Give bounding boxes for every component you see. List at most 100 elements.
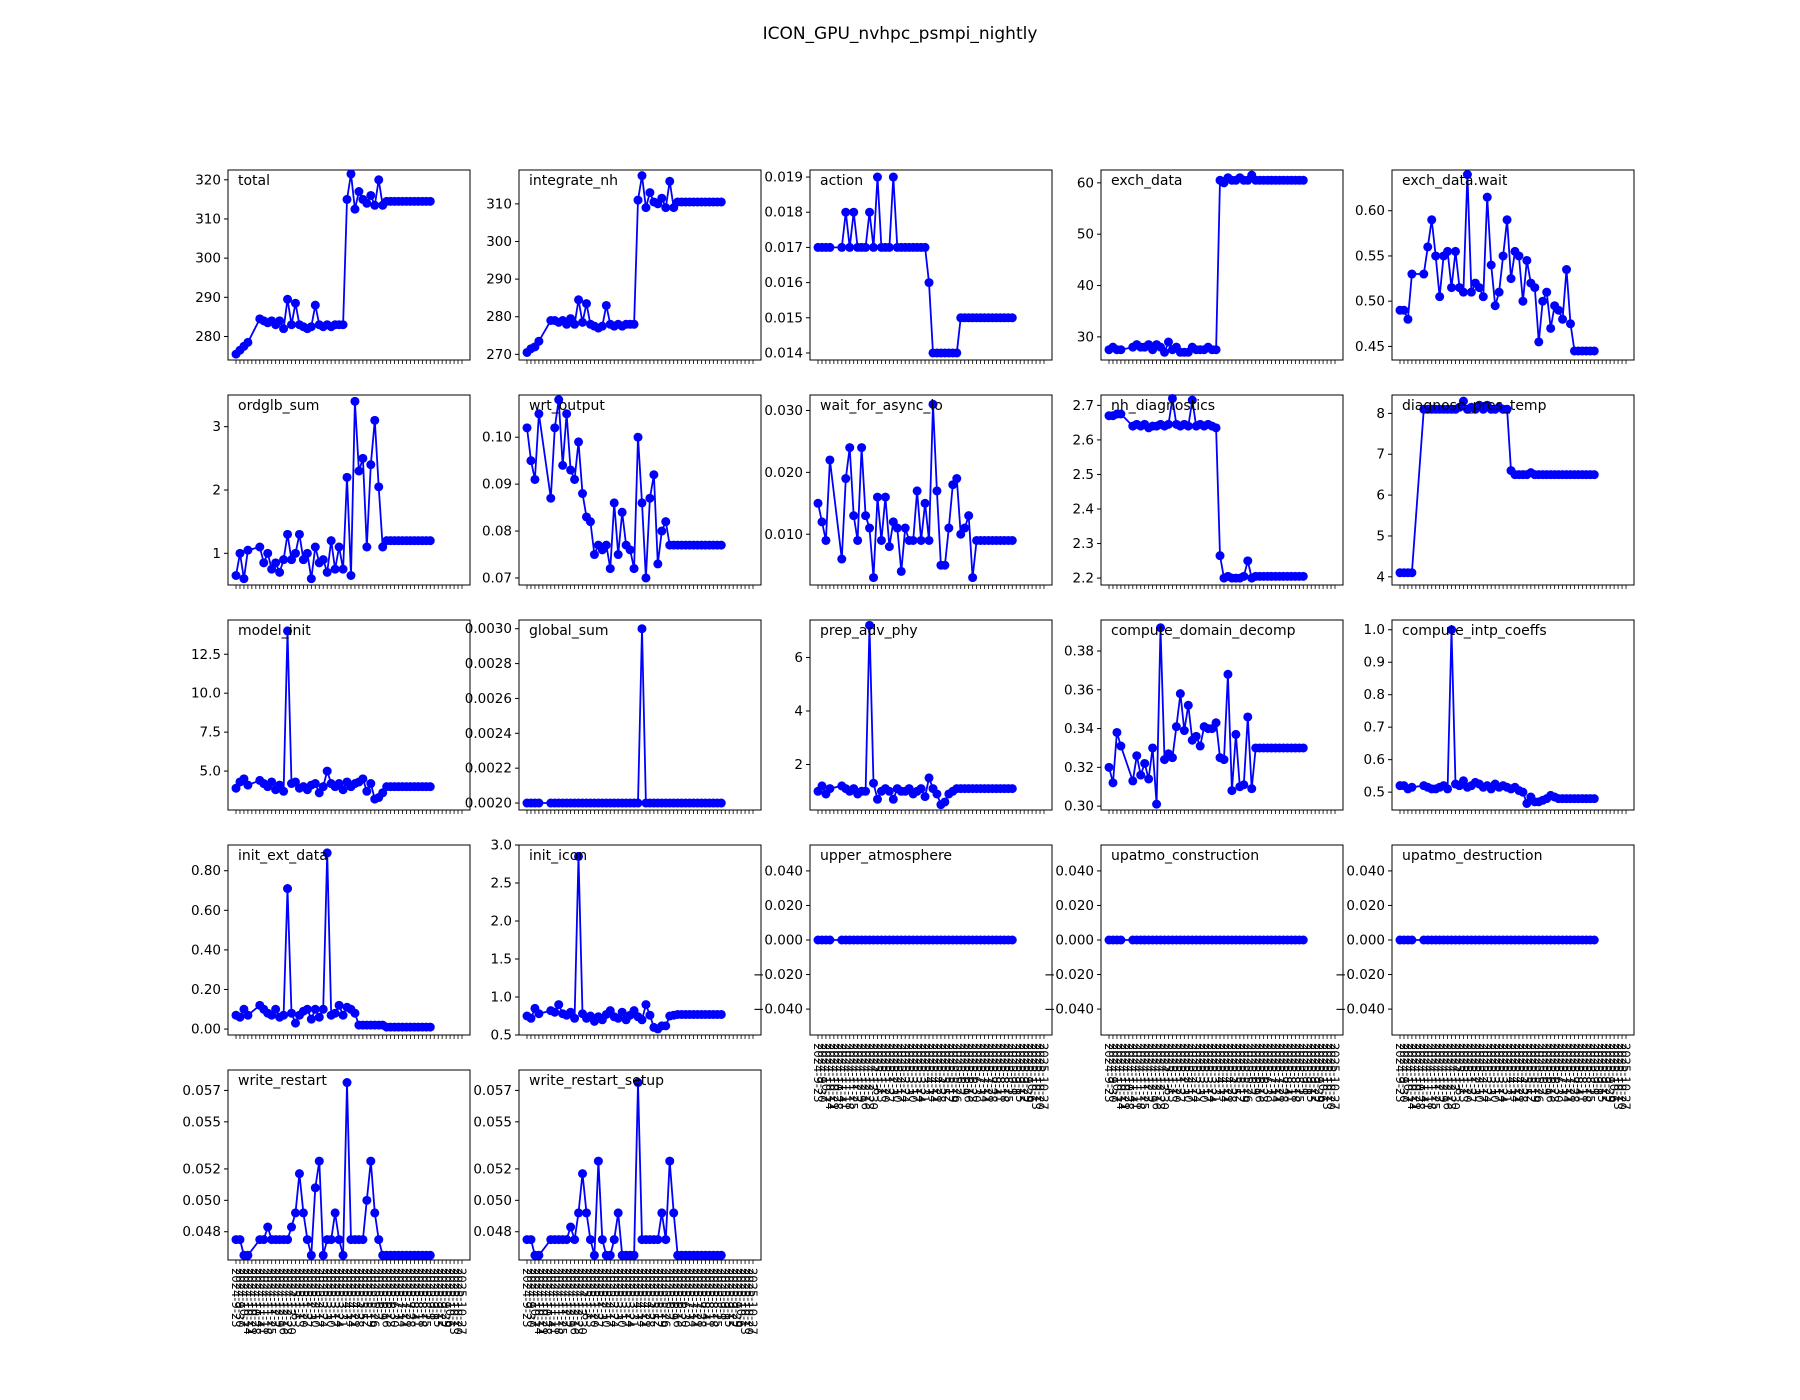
- y-tick-label: −0.020: [1335, 967, 1385, 983]
- data-point: [716, 197, 726, 207]
- x-tick-label: 2025-8-25: [1001, 1043, 1015, 1103]
- data-point: [554, 1000, 564, 1010]
- data-point: [283, 626, 293, 636]
- x-tick-label: 2025-1-20: [296, 1268, 310, 1328]
- y-tick-label: 4: [794, 703, 803, 719]
- x-tick-label: 2025-2-3: [1468, 1043, 1482, 1095]
- x-tick-label: 2025-1-20: [1460, 1043, 1474, 1103]
- x-tick-label: 2025-3-10: [615, 1268, 629, 1328]
- data-point: [334, 1235, 344, 1245]
- data-point: [884, 786, 894, 796]
- data-point: [581, 299, 591, 309]
- x-tick-label: 2025-2-24: [316, 1268, 330, 1328]
- data-point: [1506, 274, 1516, 284]
- data-point: [287, 1008, 297, 1018]
- x-tick-label: 2025-3-24: [1496, 1043, 1510, 1103]
- data-point: [1538, 296, 1548, 306]
- x-tick-label: 2024-10-28: [540, 1268, 554, 1335]
- data-point: [657, 1208, 667, 1218]
- data-point: [302, 1235, 312, 1245]
- data-point: [1407, 568, 1417, 578]
- data-point: [1482, 192, 1492, 202]
- data-point: [366, 1156, 376, 1166]
- subplot-action: 0.014 0.015 0.016 0.017 0.018 0.019 action: [764, 169, 1053, 364]
- x-tick-label: 2024-11-25: [847, 1043, 861, 1110]
- data-point: [235, 1235, 245, 1245]
- subplot-upatmo-construction: −0.040−0.0200.0000.0200.0402024-9-232024…: [1044, 844, 1344, 1110]
- subplot-title: prep_adv_phy: [820, 623, 918, 639]
- y-tick-label: 2.7: [1073, 398, 1094, 414]
- data-point: [952, 348, 962, 358]
- data-point: [1486, 260, 1496, 270]
- data-point: [283, 529, 293, 539]
- y-tick-label: 5: [1376, 528, 1385, 544]
- y-tick-label: 2.3: [1073, 536, 1094, 552]
- data-point: [255, 542, 265, 552]
- data-point: [330, 1208, 340, 1218]
- x-tick-label: 2025-6-23: [384, 1268, 398, 1328]
- data-point: [330, 1008, 340, 1018]
- y-tick-label: 6: [794, 650, 803, 666]
- x-tick-label: 2025-4-28: [643, 1268, 657, 1328]
- data-point: [637, 1015, 647, 1025]
- data-point: [578, 1169, 588, 1179]
- x-tick-label: 2024-12-23: [281, 1268, 295, 1335]
- data-point: [1458, 396, 1468, 406]
- data-point: [872, 492, 882, 502]
- data-point: [322, 848, 332, 858]
- subplot-write-restart-setup: 0.048 0.050 0.052 0.055 0.057 2024-9-232024-9…: [473, 1069, 762, 1335]
- x-tick-label: 2025-8-25: [419, 1268, 433, 1328]
- x-tick-label: 2025-10-6: [443, 1268, 457, 1328]
- data-point: [1589, 470, 1599, 480]
- x-tick-label: 2025-9-1: [1587, 1043, 1601, 1095]
- data-point: [425, 782, 435, 792]
- x-tick-label: 2024-12-30: [576, 1268, 590, 1335]
- data-point: [534, 336, 544, 346]
- y-tick-label: 60: [1077, 175, 1094, 191]
- y-tick-label: 2.5: [491, 876, 512, 892]
- data-point: [928, 399, 938, 409]
- data-point: [1219, 755, 1229, 765]
- data-point: [645, 493, 655, 503]
- y-tick-label: 7.5: [200, 725, 221, 741]
- subplot-title: exch_data: [1111, 173, 1183, 189]
- data-point: [1183, 421, 1193, 431]
- x-tick-label: 2025-8-25: [1583, 1043, 1597, 1103]
- data-point: [306, 322, 316, 332]
- data-point: [952, 474, 962, 484]
- x-tick-label: 2025-3-24: [914, 1043, 928, 1103]
- subplot-title: nh_diagnostics: [1111, 398, 1215, 414]
- data-point: [1542, 287, 1552, 297]
- data-point: [1443, 246, 1453, 256]
- subplot-title: global_sum: [529, 623, 609, 639]
- data-point: [601, 300, 611, 310]
- x-tick-label: 2024-12-2: [269, 1268, 283, 1328]
- y-tick-label: 0.08: [482, 524, 512, 540]
- data-point: [263, 1222, 273, 1232]
- x-tick-label: 2025-1-27: [882, 1043, 896, 1103]
- x-tick-label: 2025-8-25: [1292, 1043, 1306, 1103]
- y-tick-label: 280: [195, 329, 221, 345]
- data-point: [263, 548, 273, 558]
- data-point: [825, 242, 835, 252]
- data-point: [940, 560, 950, 570]
- data-point: [306, 1014, 316, 1024]
- x-tick-label: 2024-10-14: [1114, 1043, 1128, 1110]
- data-point: [865, 207, 875, 217]
- x-tick-label: 2025-8-4: [407, 1268, 421, 1320]
- x-tick-label: 2025-5-19: [364, 1268, 378, 1328]
- data-point: [1227, 786, 1237, 796]
- x-tick-label: 2025-9-15: [722, 1268, 736, 1328]
- data-point: [1407, 269, 1417, 279]
- x-tick-label: 2024-12-2: [1142, 1043, 1156, 1103]
- x-tick-label: 2025-7-28: [403, 1268, 417, 1328]
- data-point: [534, 798, 544, 808]
- x-tick-label: 2025-10-6: [1607, 1043, 1621, 1103]
- y-tick-label: 0.0024: [465, 726, 512, 742]
- x-tick-label: 2025-3-10: [906, 1043, 920, 1103]
- x-tick-label: 2025-7-21: [690, 1268, 704, 1328]
- data-point: [645, 1010, 655, 1020]
- y-tick-label: 300: [486, 234, 512, 250]
- x-tick-label: 2025-7-21: [1272, 1043, 1286, 1103]
